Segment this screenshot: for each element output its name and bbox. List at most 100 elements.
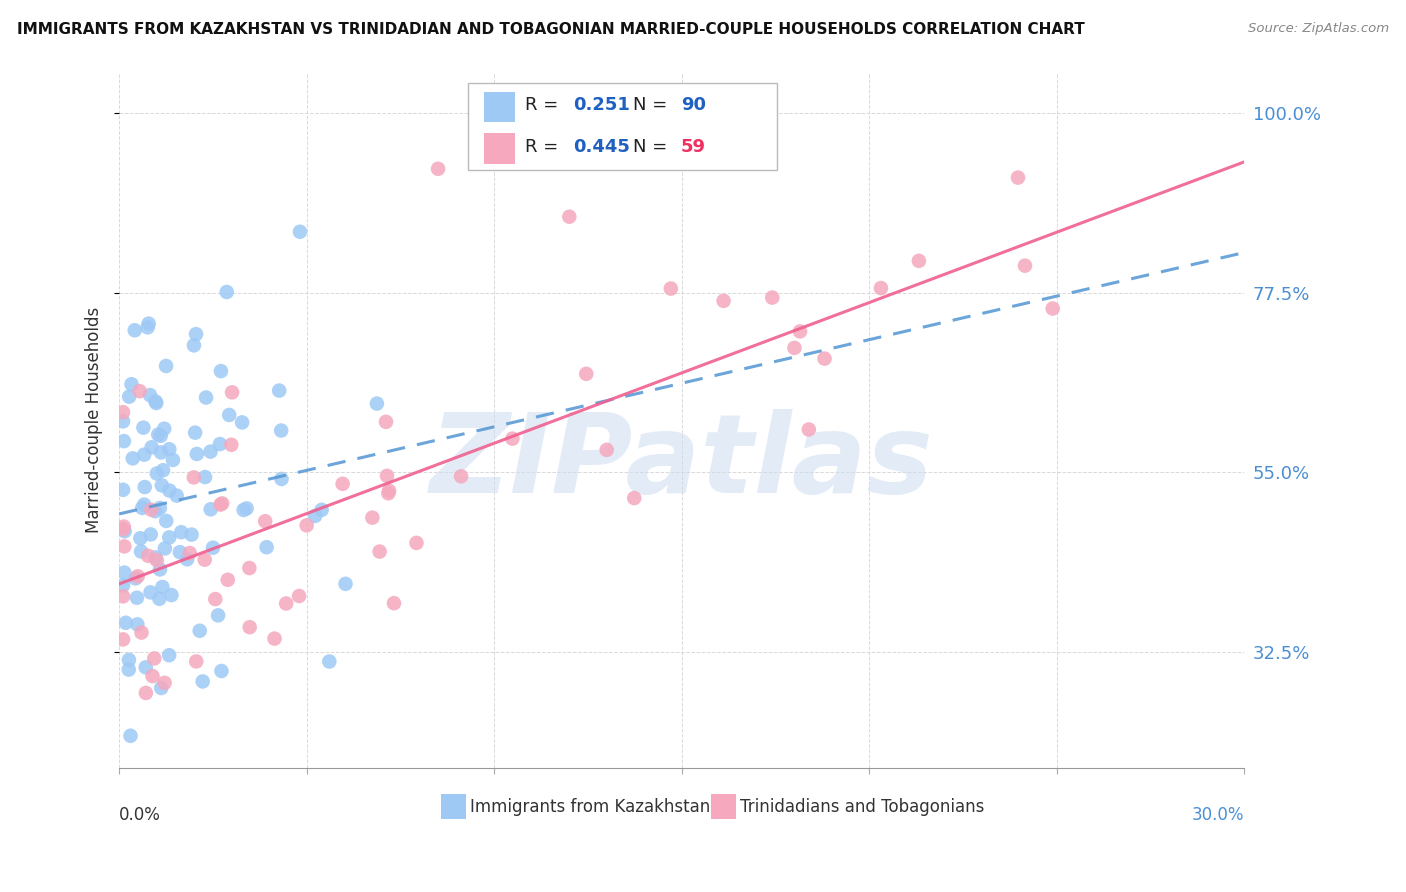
Point	[121, 451, 143, 466]
Point	[121, 377, 143, 392]
Point	[377, 486, 399, 500]
Point	[368, 544, 391, 558]
Point	[139, 388, 162, 402]
Text: 0.0%: 0.0%	[120, 805, 162, 824]
Point	[238, 561, 260, 575]
Point	[269, 384, 291, 398]
Point	[143, 504, 166, 518]
Point	[146, 553, 169, 567]
Text: 90: 90	[681, 96, 706, 114]
Point	[256, 540, 278, 554]
Point	[155, 514, 177, 528]
Point	[153, 541, 176, 556]
Point	[114, 524, 136, 539]
Text: Immigrants from Kazakhstan: Immigrants from Kazakhstan	[470, 797, 710, 815]
Point	[232, 503, 254, 517]
Point	[908, 253, 931, 268]
Y-axis label: Married-couple Households: Married-couple Households	[86, 307, 103, 533]
Point	[160, 588, 183, 602]
Point	[134, 480, 156, 494]
Point	[149, 429, 172, 443]
Point	[148, 427, 170, 442]
Point	[263, 632, 285, 646]
Point	[183, 470, 205, 484]
Point	[124, 571, 146, 585]
Point	[120, 729, 142, 743]
Point	[318, 655, 340, 669]
Point	[157, 442, 180, 457]
Point	[138, 317, 160, 331]
FancyBboxPatch shape	[711, 794, 735, 819]
Point	[813, 351, 835, 366]
Point	[155, 359, 177, 373]
Point	[378, 483, 401, 498]
Point	[139, 585, 162, 599]
Point	[335, 577, 357, 591]
Point	[111, 483, 134, 497]
FancyBboxPatch shape	[484, 134, 516, 164]
Point	[375, 468, 398, 483]
Point	[118, 390, 141, 404]
Point	[176, 552, 198, 566]
Point	[152, 580, 174, 594]
Point	[217, 573, 239, 587]
Point	[789, 324, 811, 338]
Point	[111, 578, 134, 592]
Point	[149, 562, 172, 576]
Point	[146, 467, 169, 481]
Point	[427, 161, 450, 176]
Point	[148, 591, 170, 606]
Point	[145, 550, 167, 565]
Point	[179, 546, 201, 560]
Point	[295, 518, 318, 533]
Point	[659, 281, 682, 295]
Point	[128, 384, 150, 399]
Point	[159, 483, 181, 498]
Point	[162, 453, 184, 467]
Point	[145, 394, 167, 409]
Point	[218, 408, 240, 422]
Text: 30.0%: 30.0%	[1192, 805, 1244, 824]
Point	[188, 624, 211, 638]
Point	[134, 498, 156, 512]
Point	[186, 654, 208, 668]
Point	[200, 444, 222, 458]
Text: 59: 59	[681, 137, 706, 155]
Point	[152, 463, 174, 477]
Point	[405, 536, 427, 550]
Point	[1014, 259, 1036, 273]
Text: 0.445: 0.445	[572, 137, 630, 155]
Point	[127, 617, 149, 632]
Point	[166, 489, 188, 503]
Point	[118, 663, 141, 677]
Point	[149, 500, 172, 515]
Point	[209, 498, 232, 512]
Point	[211, 664, 233, 678]
Point	[184, 425, 207, 440]
Point	[135, 660, 157, 674]
Point	[112, 519, 135, 533]
Text: N =: N =	[634, 137, 673, 155]
Point	[139, 527, 162, 541]
Point	[304, 508, 326, 523]
Point	[170, 525, 193, 540]
Point	[134, 448, 156, 462]
Text: R =: R =	[526, 137, 564, 155]
FancyBboxPatch shape	[468, 83, 778, 170]
Point	[450, 469, 472, 483]
Point	[114, 615, 136, 630]
Point	[127, 569, 149, 583]
Point	[135, 686, 157, 700]
Point	[209, 364, 232, 378]
Point	[180, 527, 202, 541]
Text: Source: ZipAtlas.com: Source: ZipAtlas.com	[1249, 22, 1389, 36]
Point	[129, 544, 152, 558]
Point	[361, 510, 384, 524]
Point	[153, 422, 176, 436]
Point	[191, 674, 214, 689]
Point	[136, 320, 159, 334]
Point	[870, 281, 893, 295]
Point	[231, 416, 253, 430]
Point	[311, 503, 333, 517]
Point	[200, 502, 222, 516]
